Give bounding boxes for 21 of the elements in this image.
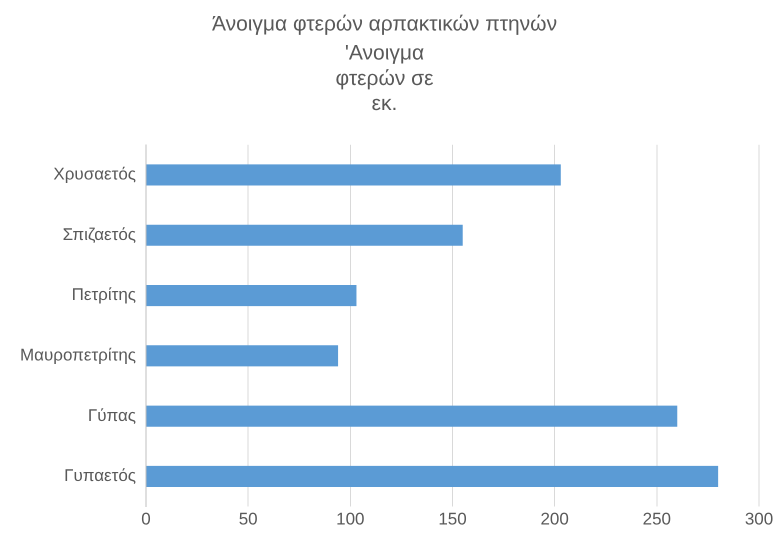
bar — [146, 224, 463, 246]
y-tick-label: Μαυροπετρίτης — [20, 346, 136, 365]
y-tick-label: Πετρίτης — [72, 285, 136, 304]
bar — [146, 285, 356, 306]
y-tick-label: Σπιζαετός — [62, 224, 136, 244]
chart-title: Άνοιγμα φτερών αρπακτικών πτηνών — [212, 12, 558, 36]
x-tick-label: 150 — [438, 509, 467, 528]
x-tick-label: 200 — [540, 509, 569, 528]
x-tick-label: 0 — [141, 509, 151, 528]
x-tick-label: 250 — [642, 509, 672, 528]
x-tick-label: 300 — [744, 509, 774, 528]
bar — [146, 466, 718, 488]
bar — [146, 164, 561, 186]
y-tick-label: Χρυσαετός — [53, 164, 136, 184]
x-tick-label: 50 — [238, 509, 258, 528]
bar — [146, 345, 338, 366]
x-tick-label: 100 — [336, 509, 365, 528]
bar — [146, 406, 678, 427]
chart-subtitle: 'Ανοιγμα φτερών σε εκ. — [336, 42, 434, 115]
y-tick-label: Γυπαετός — [64, 466, 136, 486]
y-tick-label: Γύπας — [88, 406, 136, 425]
